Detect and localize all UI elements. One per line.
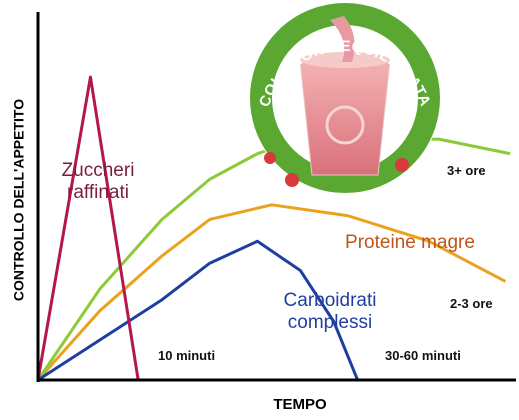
series-label: Proteine magre [345, 232, 475, 253]
annotation: 2-3 ore [450, 296, 493, 311]
series-line [36, 75, 140, 381]
berry [395, 158, 409, 172]
badge: COLAZIONE EQUILIBRATA [249, 2, 441, 194]
pour [330, 16, 355, 62]
series-label: Carboidrati complessi [283, 290, 377, 333]
series-line [37, 239, 359, 382]
x-axis-label: TEMPO [273, 396, 327, 413]
series-line [36, 203, 507, 381]
y-axis-label: CONTROLLO DELL'APPETITO [11, 99, 27, 301]
berry [264, 152, 276, 164]
annotation: 10 minuti [158, 348, 216, 363]
glass [299, 59, 391, 176]
annotation: 3+ ore [447, 163, 486, 178]
series-label: Zuccheri raffinati [61, 160, 135, 203]
badge-ring [250, 3, 440, 193]
annotation: 30-60 minuti [385, 348, 461, 363]
berry [285, 173, 299, 187]
logo [325, 105, 365, 145]
